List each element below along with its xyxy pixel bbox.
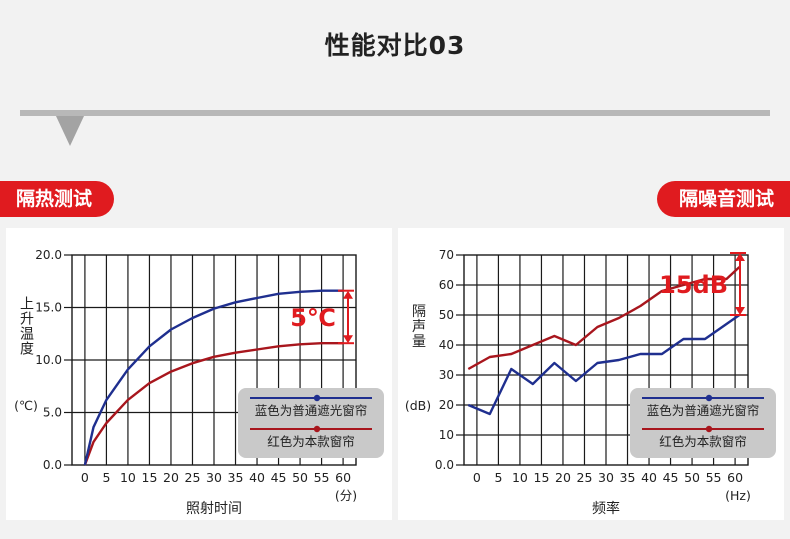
legend-box (630, 388, 776, 458)
legend-label-red: 红色为本款窗帘 (267, 434, 355, 449)
diff-annotation-label: 5℃ (290, 304, 336, 332)
page-title: 性能对比03 (324, 31, 466, 60)
x-tick-label: 40 (641, 470, 657, 485)
y-tick-label: 40 (439, 338, 454, 352)
x-axis-title: 照射时间 (186, 501, 242, 517)
y-tick-label: 20 (439, 398, 454, 412)
y-tick-label: 60 (439, 278, 454, 292)
x-tick-label: 5 (494, 470, 502, 485)
x-tick-label: 20 (555, 470, 571, 485)
x-axis-unit: (分) (335, 488, 357, 503)
y-tick-label: 30 (439, 368, 454, 382)
x-tick-label: 5 (102, 470, 110, 485)
y-tick-label: 70 (439, 248, 454, 262)
x-tick-label: 60 (335, 470, 351, 485)
heat-chart-panel: 0 5 10 15 20 25 30 35 40 45 50 55 60 0.0 5.0 10.0 15.0 20… (6, 228, 392, 520)
noise-test-tag: 隔噪音测试 (656, 181, 790, 217)
divider-rule (20, 110, 770, 116)
y-axis-title: 隔声量 (410, 304, 426, 349)
x-tick-label: 15 (142, 470, 158, 485)
x-tick-label: 20 (163, 470, 179, 485)
x-tick-label: 0 (473, 470, 481, 485)
legend-label-blue: 蓝色为普通遮光窗帘 (647, 403, 760, 418)
x-tick-label: 10 (120, 470, 136, 485)
x-tick-label: 45 (271, 470, 287, 485)
y-axis-unit: (dB) (405, 398, 431, 413)
diff-arrow-head-up (343, 290, 353, 299)
x-tick-label: 40 (249, 470, 265, 485)
heat-test-tag: 隔热测试 (0, 181, 115, 217)
y-tick-label: 5.0 (43, 406, 62, 420)
x-tick-label: 35 (228, 470, 244, 485)
diff-annotation-label: 15dB (659, 271, 728, 299)
series-line-red (83, 341, 344, 466)
x-tick-label: 55 (314, 470, 330, 485)
x-tick-label: 0 (81, 470, 89, 485)
legend-label-red: 红色为本款窗帘 (659, 434, 747, 449)
legend-marker-red (313, 425, 321, 433)
x-axis-title: 频率 (592, 500, 620, 517)
legend-box (238, 388, 384, 458)
x-tick-label: 30 (206, 470, 222, 485)
x-tick-label: 25 (577, 470, 593, 485)
x-tick-label: 60 (727, 470, 743, 485)
x-tick-label: 50 (292, 470, 308, 485)
series-line-red (467, 266, 741, 371)
legend-marker-blue (705, 394, 713, 402)
x-tick-label: 10 (512, 470, 528, 485)
y-tick-label: 0.0 (435, 458, 454, 472)
x-tick-label: 25 (185, 470, 201, 485)
y-axis-title: 上升温度 (18, 296, 34, 356)
diff-arrow-head-up (735, 253, 745, 261)
y-tick-label: 10.0 (35, 353, 62, 367)
legend-marker-red (705, 425, 713, 433)
y-tick-label: 10 (439, 428, 454, 442)
legend-label-blue: 蓝色为普通遮光窗帘 (255, 403, 368, 418)
y-tick-label: 0.0 (43, 458, 62, 472)
x-tick-label: 35 (620, 470, 636, 485)
noise-chart: 0 5 10 15 20 25 30 35 40 45 50 55 60 0.0 10 20 30 40 50 60 7… (405, 248, 776, 517)
x-tick-label: 30 (598, 470, 614, 485)
x-tick-label: 45 (663, 470, 679, 485)
x-tick-label: 50 (684, 470, 700, 485)
legend-marker-blue (313, 394, 321, 402)
series-line-blue (467, 314, 741, 416)
pointer-triangle (56, 116, 84, 146)
y-tick-label: 50 (439, 308, 454, 322)
x-tick-label: 55 (706, 470, 722, 485)
diff-arrow-head-down (735, 307, 745, 315)
y-tick-label: 15.0 (35, 301, 62, 315)
y-tick-label: 20.0 (35, 248, 62, 262)
series-line-blue (83, 289, 344, 466)
x-axis-unit: (Hz) (725, 488, 751, 503)
diff-arrow-head-down (343, 335, 353, 344)
noise-chart-panel: 0 5 10 15 20 25 30 35 40 45 50 55 60 0.0 10 20 30 40 50 60 7… (398, 228, 784, 520)
x-tick-label: 15 (534, 470, 550, 485)
y-axis-unit: (℃) (14, 398, 38, 413)
heat-chart: 0 5 10 15 20 25 30 35 40 45 50 55 60 0.0 5.0 10.0 15.0 20… (14, 248, 384, 517)
